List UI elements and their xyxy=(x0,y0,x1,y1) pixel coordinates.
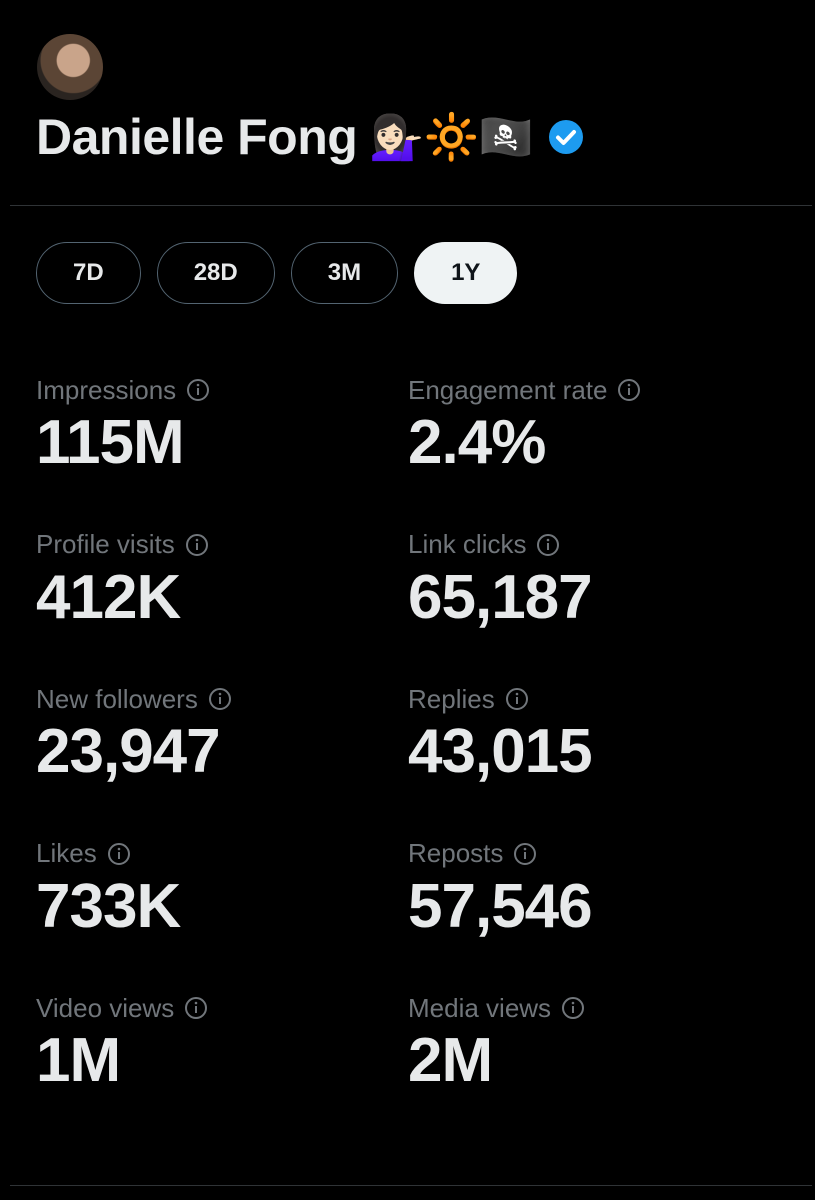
metrics-grid: Impressions 115M Engagement rate 2.4% Profil… xyxy=(36,372,780,1145)
metric-label: Likes xyxy=(36,838,97,868)
range-tab[interactable]: 1Y xyxy=(414,242,518,304)
metric-value: 65,187 xyxy=(408,562,593,632)
range-tabs: 7D 28D 3M 1Y xyxy=(36,242,518,304)
metric-value: 43,015 xyxy=(408,717,593,786)
info-icon[interactable] xyxy=(561,996,585,1020)
metric-value: 1M xyxy=(36,1026,121,1095)
metric-label-row: Media views xyxy=(408,990,780,1026)
range-tab[interactable]: 7D xyxy=(36,242,141,304)
metric-label-row: New followers xyxy=(36,681,408,717)
metric-value: 23,947 xyxy=(36,717,221,786)
metric-value: 412K xyxy=(36,562,181,632)
verified-badge xyxy=(548,120,583,154)
profile-header: Danielle Fong 💁🏻‍♀️🔆🏴‍☠️ xyxy=(36,108,586,166)
metric: Impressions 115M xyxy=(36,372,408,527)
metric-label-row: Profile visits xyxy=(36,527,408,563)
metric-label-row: Engagement rate xyxy=(408,372,780,408)
metric: Media views 2M xyxy=(408,990,780,1145)
metric-label-row: Likes xyxy=(36,836,408,872)
info-icon[interactable] xyxy=(513,842,537,866)
metric-label: Replies xyxy=(408,683,495,714)
metric: Link clicks 65,187 xyxy=(408,527,780,682)
metric-label-row: Impressions xyxy=(36,372,408,408)
metric: Likes 733K xyxy=(36,836,408,991)
metric-label: Impressions xyxy=(36,374,177,405)
metric-value: 733K xyxy=(36,871,181,941)
metric-value: 2M xyxy=(408,1026,493,1095)
metric-label: Engagement rate xyxy=(408,374,608,405)
metric: New followers 23,947 xyxy=(36,681,408,836)
metric-label: Media views xyxy=(408,992,552,1023)
metric-label: New followers xyxy=(36,683,198,714)
info-icon[interactable] xyxy=(617,378,641,402)
metric: Profile visits 412K xyxy=(36,527,408,682)
info-icon[interactable] xyxy=(536,533,560,557)
metric-label: Video views xyxy=(36,992,175,1023)
info-icon[interactable] xyxy=(208,687,232,711)
range-tab[interactable]: 3M xyxy=(290,242,399,304)
metric: Replies 43,015 xyxy=(408,681,780,836)
metric: Engagement rate 2.4% xyxy=(408,372,780,527)
profile-emoji: 💁🏻‍♀️🔆🏴‍☠️ xyxy=(369,112,534,163)
divider xyxy=(10,1185,812,1186)
divider xyxy=(10,205,812,206)
metric-label: Reposts xyxy=(408,838,504,868)
info-icon[interactable] xyxy=(186,378,210,402)
metric-label-row: Link clicks xyxy=(408,527,780,563)
metric-label: Profile visits xyxy=(36,529,175,559)
info-icon[interactable] xyxy=(505,687,529,711)
info-icon[interactable] xyxy=(184,996,208,1020)
metric-value: 2.4% xyxy=(408,408,546,477)
metric-value: 57,546 xyxy=(408,871,593,941)
range-tab[interactable]: 28D xyxy=(156,242,275,304)
metric-label-row: Replies xyxy=(408,681,780,717)
info-icon[interactable] xyxy=(107,842,131,866)
avatar[interactable] xyxy=(37,34,103,100)
metric-label-row: Reposts xyxy=(408,836,780,872)
metric-value: 115M xyxy=(36,408,185,477)
profile-name: Danielle Fong xyxy=(36,109,358,165)
metric: Reposts 57,546 xyxy=(408,836,780,991)
metric-label-row: Video views xyxy=(36,990,408,1026)
metric-label: Link clicks xyxy=(408,529,527,559)
info-icon[interactable] xyxy=(185,533,209,557)
metric: Video views 1M xyxy=(36,990,408,1145)
